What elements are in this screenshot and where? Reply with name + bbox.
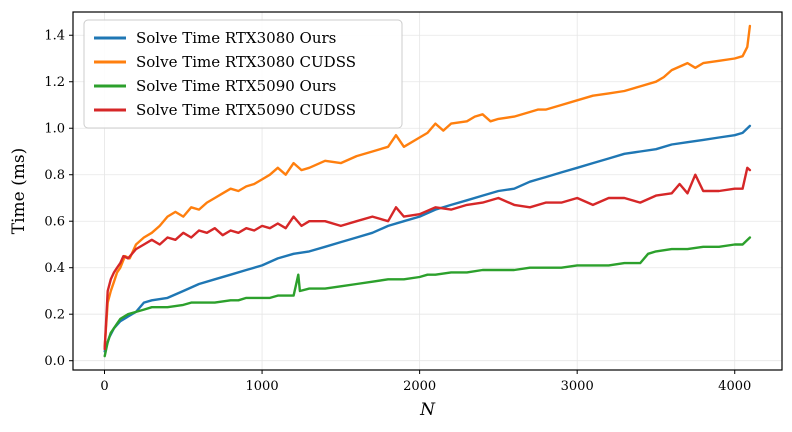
x-tick-label: 3000: [561, 379, 594, 394]
x-axis-title: N: [419, 400, 436, 420]
y-tick-label: 0.0: [44, 354, 65, 369]
legend-box: [83, 19, 403, 129]
axes: 0 1000 2000 3000 4000 0.0 0.2 0.4 0.6 0.8 1.0 1.2 1.…: [44, 29, 751, 394]
y-tick-label: 0.2: [44, 308, 65, 323]
y-tick-label: 1.4: [44, 29, 65, 44]
series-line-1: [103, 124, 752, 353]
y-tick-label: 0.4: [44, 261, 65, 276]
x-tick-label: 0: [100, 379, 108, 394]
y-axis-title: Time (ms): [9, 148, 29, 234]
series-line-4: [103, 166, 752, 351]
series-group: [103, 24, 752, 358]
legend-label-3: Solve Time RTX5090 Ours: [136, 77, 336, 95]
y-tick-label: 1.0: [44, 122, 65, 137]
legend-label-1: Solve Time RTX3080 Ours: [136, 29, 336, 47]
legend: Solve Time RTX3080 Ours Solve Time RTX308…: [83, 19, 403, 129]
legend-label-4: Solve Time RTX5090 CUDSS: [136, 101, 356, 119]
series-line-2: [103, 24, 752, 348]
plot-frame: [72, 11, 783, 371]
x-tick-label: 1000: [246, 379, 279, 394]
legend-label-2: Solve Time RTX3080 CUDSS: [136, 53, 356, 71]
y-tick-label: 1.2: [44, 75, 65, 90]
x-tick-label: 2000: [403, 379, 436, 394]
grid: [73, 12, 782, 370]
x-tick-label: 4000: [718, 379, 751, 394]
y-tick-label: 0.8: [44, 168, 65, 183]
series-line-3: [103, 236, 752, 358]
y-tick-label: 0.6: [44, 215, 65, 230]
